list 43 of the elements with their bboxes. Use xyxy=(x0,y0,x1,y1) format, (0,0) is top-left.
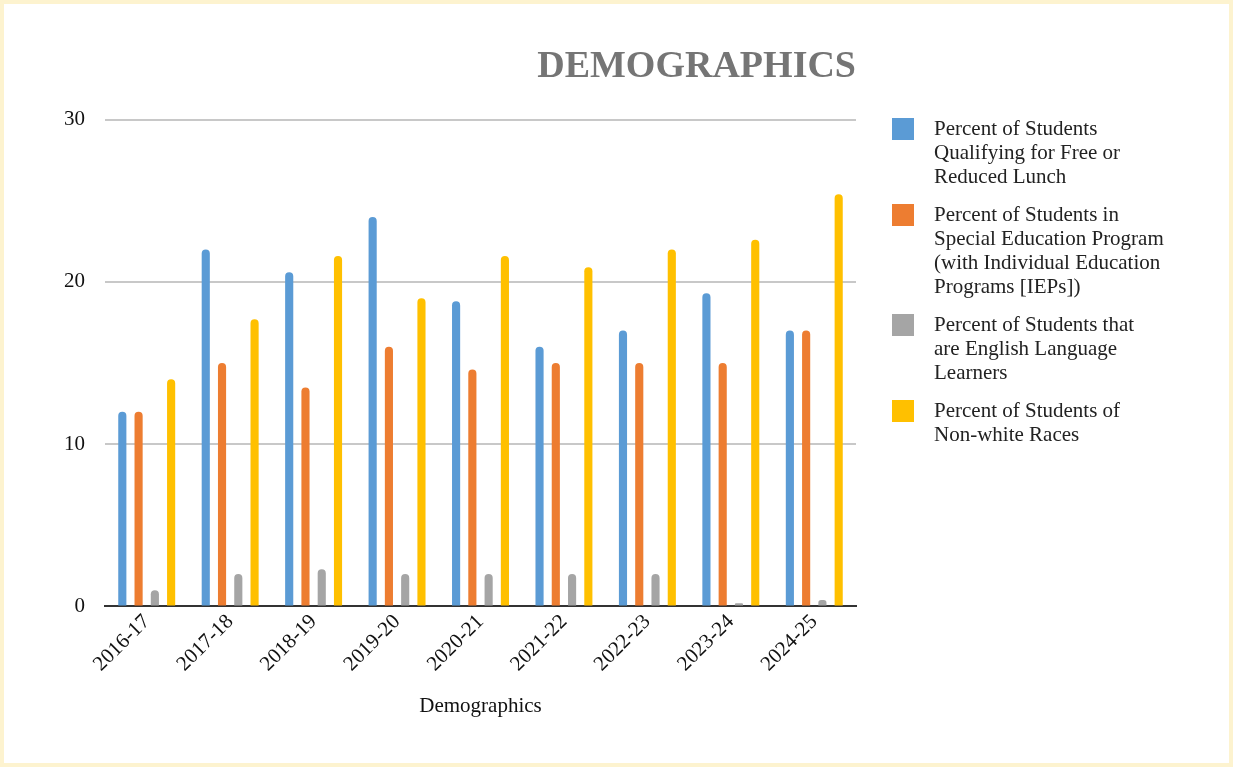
legend-label: Percent of Students that are English Language Learners xyxy=(934,312,1136,384)
bar xyxy=(301,387,310,606)
y-tick-label: 30 xyxy=(64,106,85,131)
bar xyxy=(118,411,127,606)
bar xyxy=(568,574,577,606)
bar xyxy=(635,363,644,606)
bar xyxy=(667,249,676,606)
bar xyxy=(751,239,760,606)
bar xyxy=(250,319,259,606)
bar xyxy=(417,298,426,606)
bar xyxy=(201,249,210,606)
bar xyxy=(333,255,343,606)
bar xyxy=(285,272,294,606)
bar xyxy=(551,363,560,606)
legend-label: Percent of Students Qualifying for Free or Reduced Lunch xyxy=(934,116,1122,188)
bar xyxy=(368,216,377,606)
bar xyxy=(785,330,794,606)
bar xyxy=(217,363,227,606)
bar xyxy=(384,346,393,606)
bar xyxy=(535,346,544,606)
bar xyxy=(718,363,727,606)
bar xyxy=(234,574,243,606)
bar xyxy=(452,301,461,606)
y-tick-label: 10 xyxy=(64,430,85,455)
y-tick-label: 20 xyxy=(64,268,85,293)
bar xyxy=(167,379,176,606)
bar xyxy=(651,574,660,606)
bar xyxy=(468,369,477,606)
bar xyxy=(401,574,410,606)
chart-title: DEMOGRAPHICS xyxy=(537,42,856,85)
bar xyxy=(618,330,628,606)
bar xyxy=(134,411,143,606)
bar xyxy=(500,255,509,606)
y-tick-label: 0 xyxy=(74,593,85,617)
bar xyxy=(317,569,326,606)
bar xyxy=(702,293,711,606)
bar xyxy=(834,194,843,606)
bar xyxy=(584,267,593,606)
bar xyxy=(484,574,493,606)
legend-label: Percent of Students in Special Education Program (with Individual Education Programs [IEPs]) xyxy=(934,202,1164,298)
legend-label: Percent of Students of Non-white Races xyxy=(934,398,1122,446)
bar xyxy=(802,330,811,606)
x-axis-title: Demographics xyxy=(419,692,542,717)
